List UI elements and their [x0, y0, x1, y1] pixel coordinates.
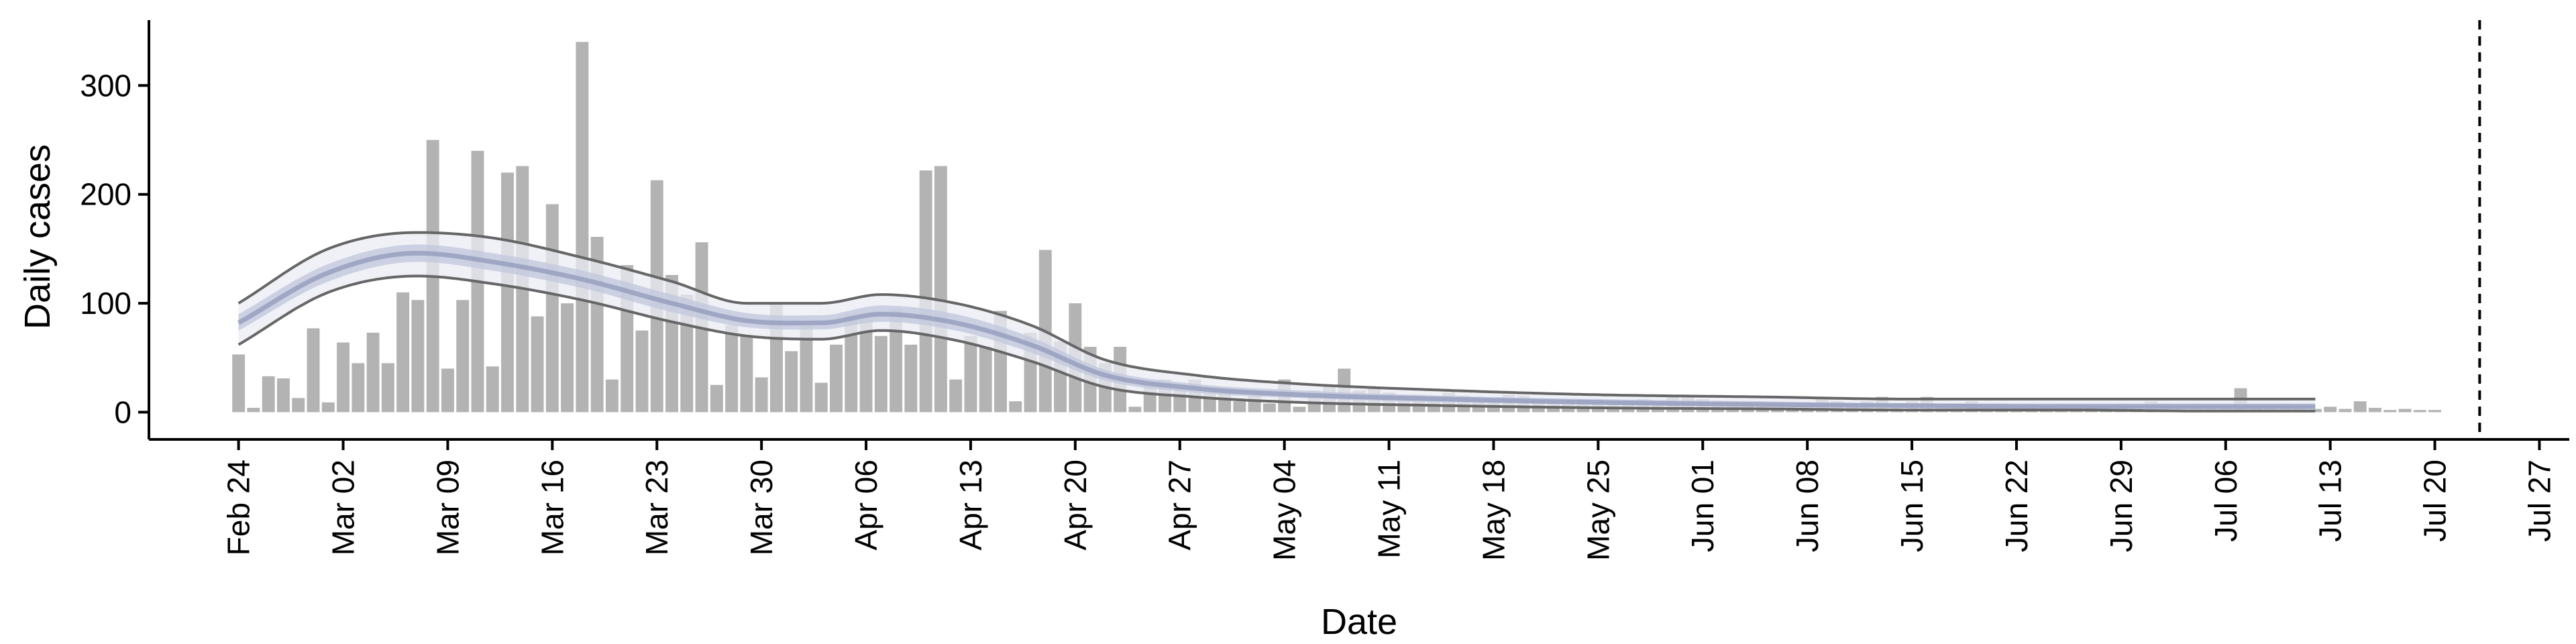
bar	[845, 314, 858, 413]
bar	[1263, 403, 1276, 413]
bar	[247, 407, 260, 413]
bar	[755, 377, 768, 413]
lower-bound-line	[237, 274, 2316, 413]
bars-layer	[232, 42, 2442, 413]
bar	[1009, 401, 1022, 413]
bar	[2413, 410, 2426, 413]
bar	[1233, 401, 1246, 413]
bar	[337, 342, 350, 413]
bar	[441, 368, 454, 413]
x-tick-label: May 04	[1267, 460, 1302, 561]
x-tick-label: Mar 16	[535, 460, 570, 555]
x-tick-label: Jun 22	[1999, 460, 2034, 552]
upper-bound-line	[237, 231, 2316, 400]
bar	[800, 325, 813, 413]
bar	[725, 325, 739, 413]
x-tick-label: May 25	[1580, 460, 1615, 561]
bar	[276, 378, 290, 413]
x-tick-label: Jun 08	[1790, 460, 1825, 552]
y-tick-label: 0	[114, 394, 131, 429]
x-tick-label: Jun 01	[1685, 460, 1720, 552]
x-tick-label: Jun 15	[1894, 460, 1929, 552]
bar	[785, 351, 798, 413]
bar	[486, 366, 499, 413]
bar	[262, 376, 275, 413]
bar	[740, 335, 753, 413]
bar	[904, 344, 918, 413]
bar	[576, 42, 589, 413]
bar	[366, 332, 380, 413]
x-tick-label: Mar 23	[639, 460, 674, 555]
bar	[2339, 409, 2352, 413]
x-tick-label: Jul 13	[2313, 460, 2348, 542]
bar	[635, 330, 649, 413]
bar	[501, 172, 514, 413]
bar	[2428, 410, 2442, 413]
y-tick-label: 200	[80, 177, 131, 212]
bar	[2324, 407, 2337, 413]
bar	[232, 354, 246, 413]
bar	[814, 382, 828, 413]
bar	[456, 300, 470, 413]
bar	[2353, 401, 2367, 413]
bar	[979, 347, 992, 413]
x-tick-label: Jul 06	[2208, 460, 2243, 542]
x-tick-label: Jul 27	[2522, 460, 2557, 542]
bar	[545, 204, 559, 413]
bar	[2383, 410, 2397, 413]
bar	[2369, 407, 2381, 413]
bar	[307, 328, 320, 413]
bar	[874, 335, 888, 413]
bar	[396, 292, 410, 413]
x-tick-label: Apr 06	[849, 460, 883, 551]
x-tick-label: Mar 30	[744, 460, 779, 555]
bar	[964, 335, 977, 413]
x-tick-label: Feb 24	[221, 460, 256, 555]
bar	[1128, 407, 1142, 413]
x-tick-label: May 11	[1372, 460, 1407, 558]
x-tick-label: Jul 20	[2418, 460, 2453, 542]
estimate-band-layer	[237, 231, 2316, 413]
axes-layer: 0 100 200 300 Feb 24 Mar 02 Mar 09 Mar 16 Mar 23…	[80, 20, 2569, 561]
bar	[2398, 409, 2412, 413]
x-tick-label: Apr 13	[953, 460, 988, 551]
median-estimate-line	[237, 250, 2316, 409]
x-tick-label: Apr 20	[1058, 460, 1093, 551]
y-tick-label: 100	[80, 286, 131, 321]
bar	[561, 303, 574, 413]
bar	[949, 379, 963, 413]
bar	[830, 344, 843, 413]
x-tick-label: Mar 09	[430, 460, 465, 555]
bar	[934, 166, 947, 413]
bar	[321, 402, 335, 413]
bar	[411, 300, 425, 413]
bar	[605, 379, 619, 413]
bar	[890, 309, 903, 413]
bar	[710, 384, 723, 413]
x-tick-label: Mar 02	[326, 460, 361, 555]
y-axis-title: Daily cases	[17, 144, 58, 329]
y-tick-label: 300	[80, 68, 131, 103]
bar	[352, 363, 365, 413]
bar	[531, 316, 544, 413]
bar	[1293, 407, 1306, 413]
bar	[859, 319, 873, 413]
bar	[919, 170, 932, 413]
x-tick-label: May 18	[1476, 460, 1511, 561]
x-tick-label: Jun 29	[2104, 460, 2139, 552]
x-tick-label: Apr 27	[1163, 460, 1197, 551]
inner-interval-band	[238, 244, 2316, 409]
bar	[381, 363, 394, 413]
x-axis-title: Date	[1321, 602, 1397, 642]
bar	[292, 398, 305, 413]
